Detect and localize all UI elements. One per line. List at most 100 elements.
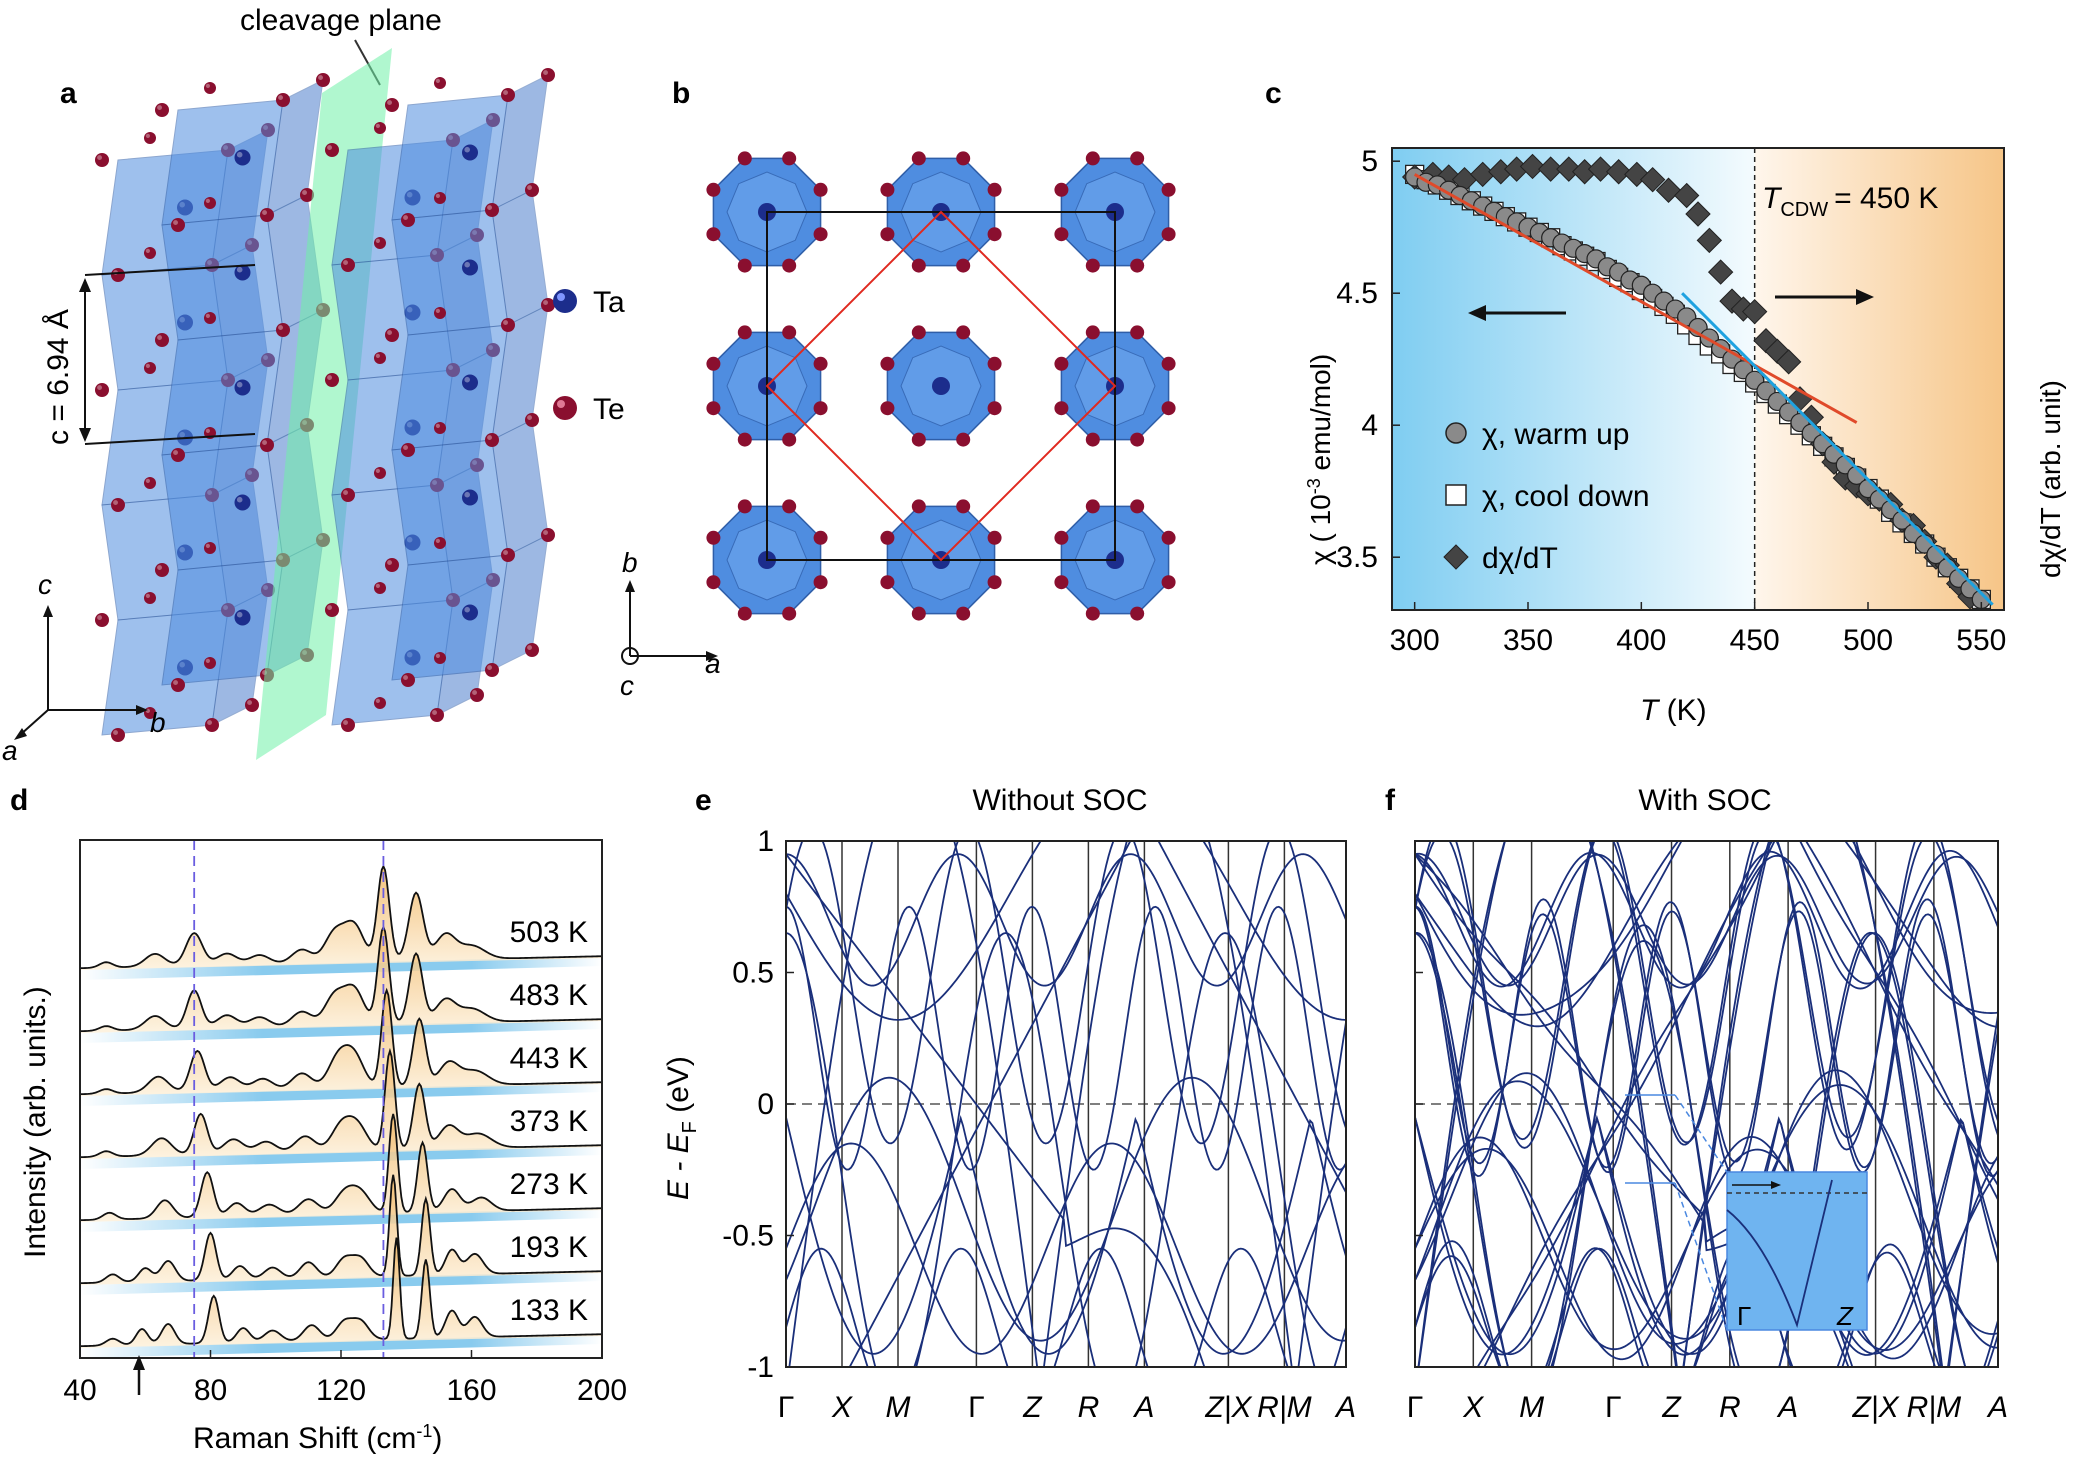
te-atom xyxy=(374,122,386,134)
crystal-structure-top xyxy=(706,151,1176,621)
te-atom xyxy=(171,218,185,232)
te-atom xyxy=(434,652,446,664)
spectrum-fill xyxy=(80,866,602,970)
te-atom xyxy=(541,528,555,542)
tcdw-label: TCDW = 450 K xyxy=(1762,182,1938,221)
c-lattice-label: c = 6.94 Å xyxy=(42,309,75,445)
band-e-data xyxy=(786,841,1346,1367)
raman-xtick-label: 40 xyxy=(63,1374,96,1407)
band-curve xyxy=(786,841,1346,1021)
te-atom xyxy=(501,318,515,332)
spectrum-baseline-band xyxy=(80,1208,602,1232)
spectrum-line xyxy=(80,1237,602,1348)
te-atom xyxy=(1161,575,1176,590)
te-atom-highlight xyxy=(403,215,408,220)
ta-atom-highlight xyxy=(464,606,471,613)
derivative-point xyxy=(1587,156,1614,182)
spectrum-line xyxy=(80,987,602,1096)
te-atom-highlight xyxy=(262,440,267,445)
ta-atom-highlight xyxy=(236,381,243,388)
panel-a: a cleavage plane c = 6.94 Å c b a Ta Te xyxy=(2,4,625,766)
te-legend-highlight xyxy=(557,400,565,408)
axis-a-head xyxy=(706,651,718,661)
legend-derivative-marker xyxy=(1443,544,1469,570)
raman-spectrum: 443 K xyxy=(80,987,602,1106)
kpoint-label: Γ xyxy=(968,1391,985,1424)
band-curve xyxy=(788,841,1346,1367)
ta-atom xyxy=(462,604,478,621)
tcdw-label-t: T xyxy=(1762,182,1783,215)
inset-link-top xyxy=(1674,1094,1728,1173)
derivative-point xyxy=(1707,259,1734,285)
te-atom xyxy=(485,203,499,217)
panel-d: d 503 K 483 K 443 K 373 K 273 K 193 K 133 K 40… xyxy=(10,784,627,1455)
te-atom-highlight xyxy=(145,363,150,368)
spectrum-temperature-label: 193 K xyxy=(510,1231,588,1264)
te-atom xyxy=(813,401,828,416)
ta-atom xyxy=(462,489,478,506)
te-atom xyxy=(737,606,752,621)
chi-xtick-label: 300 xyxy=(1390,624,1440,657)
te-atom xyxy=(155,563,169,577)
raman-spectrum: 193 K xyxy=(80,1174,602,1295)
te-atom xyxy=(171,678,185,692)
te-atom xyxy=(541,68,555,82)
te-atom-highlight xyxy=(327,145,332,150)
chi-ylabel: χ ( 10-3 emu/mol) xyxy=(1304,354,1336,565)
te-atom-highlight xyxy=(302,190,307,195)
above-tcdw-shading xyxy=(1754,148,2004,610)
te-atom-highlight xyxy=(375,123,380,128)
te-atom xyxy=(737,258,752,273)
kpoint-label: R|M xyxy=(1907,1391,1961,1424)
te-atom xyxy=(325,603,339,617)
ta-atom xyxy=(234,494,251,511)
te-atom xyxy=(880,401,895,416)
derivative-point xyxy=(1685,201,1711,227)
ta-atom-highlight xyxy=(464,261,471,268)
derivative-point xyxy=(1556,156,1582,182)
te-atom xyxy=(880,356,895,371)
te-atom-highlight xyxy=(247,700,252,705)
te-atom-highlight xyxy=(97,615,103,620)
spectrum-line xyxy=(80,1047,602,1159)
band-curve xyxy=(1415,841,1998,1151)
band-f-data xyxy=(1415,841,1998,1367)
polyhedron xyxy=(391,324,509,451)
te-atom xyxy=(374,697,386,709)
te-atom xyxy=(911,432,926,447)
derivative-point xyxy=(1741,298,1768,325)
te-atom xyxy=(813,530,828,545)
ta-atom-highlight xyxy=(236,496,243,503)
axis-a-label: a xyxy=(2,735,18,766)
blue-fit-line xyxy=(1681,292,1994,606)
te-atom xyxy=(956,151,971,166)
te-atom xyxy=(1130,325,1145,340)
legend-cool-down-label: χ, cool down xyxy=(1482,480,1650,513)
te-atom xyxy=(144,132,156,144)
te-atom xyxy=(737,151,752,166)
te-atom xyxy=(430,708,444,722)
axis-b-label: b xyxy=(150,707,166,738)
te-atom xyxy=(1161,182,1176,197)
te-atom-highlight xyxy=(387,330,392,335)
te-atom xyxy=(260,438,274,452)
te-atom xyxy=(880,182,895,197)
te-atom-highlight xyxy=(432,710,437,715)
ta-legend-highlight xyxy=(557,293,565,301)
te-atom-highlight xyxy=(375,238,380,243)
te-atom-highlight xyxy=(503,550,508,555)
raman-spectrum: 273 K xyxy=(80,1113,602,1232)
chi-ylabel-sup: -3 xyxy=(1304,478,1324,494)
raman-xtick-label: 80 xyxy=(194,1374,227,1407)
raman-xtick-label: 200 xyxy=(577,1374,627,1407)
axis-c-head xyxy=(43,605,53,617)
ta-atom-highlight xyxy=(464,376,471,383)
raman-xtick-label: 120 xyxy=(316,1374,366,1407)
chi-y2label: dχ/dT (arb. unit) xyxy=(2035,380,2066,578)
te-atom-highlight xyxy=(318,75,323,81)
te-atom-highlight xyxy=(435,538,440,544)
panel-label-d: d xyxy=(10,784,28,817)
polyhedron xyxy=(161,444,284,571)
te-legend-marker xyxy=(553,396,577,420)
te-atom xyxy=(911,606,926,621)
